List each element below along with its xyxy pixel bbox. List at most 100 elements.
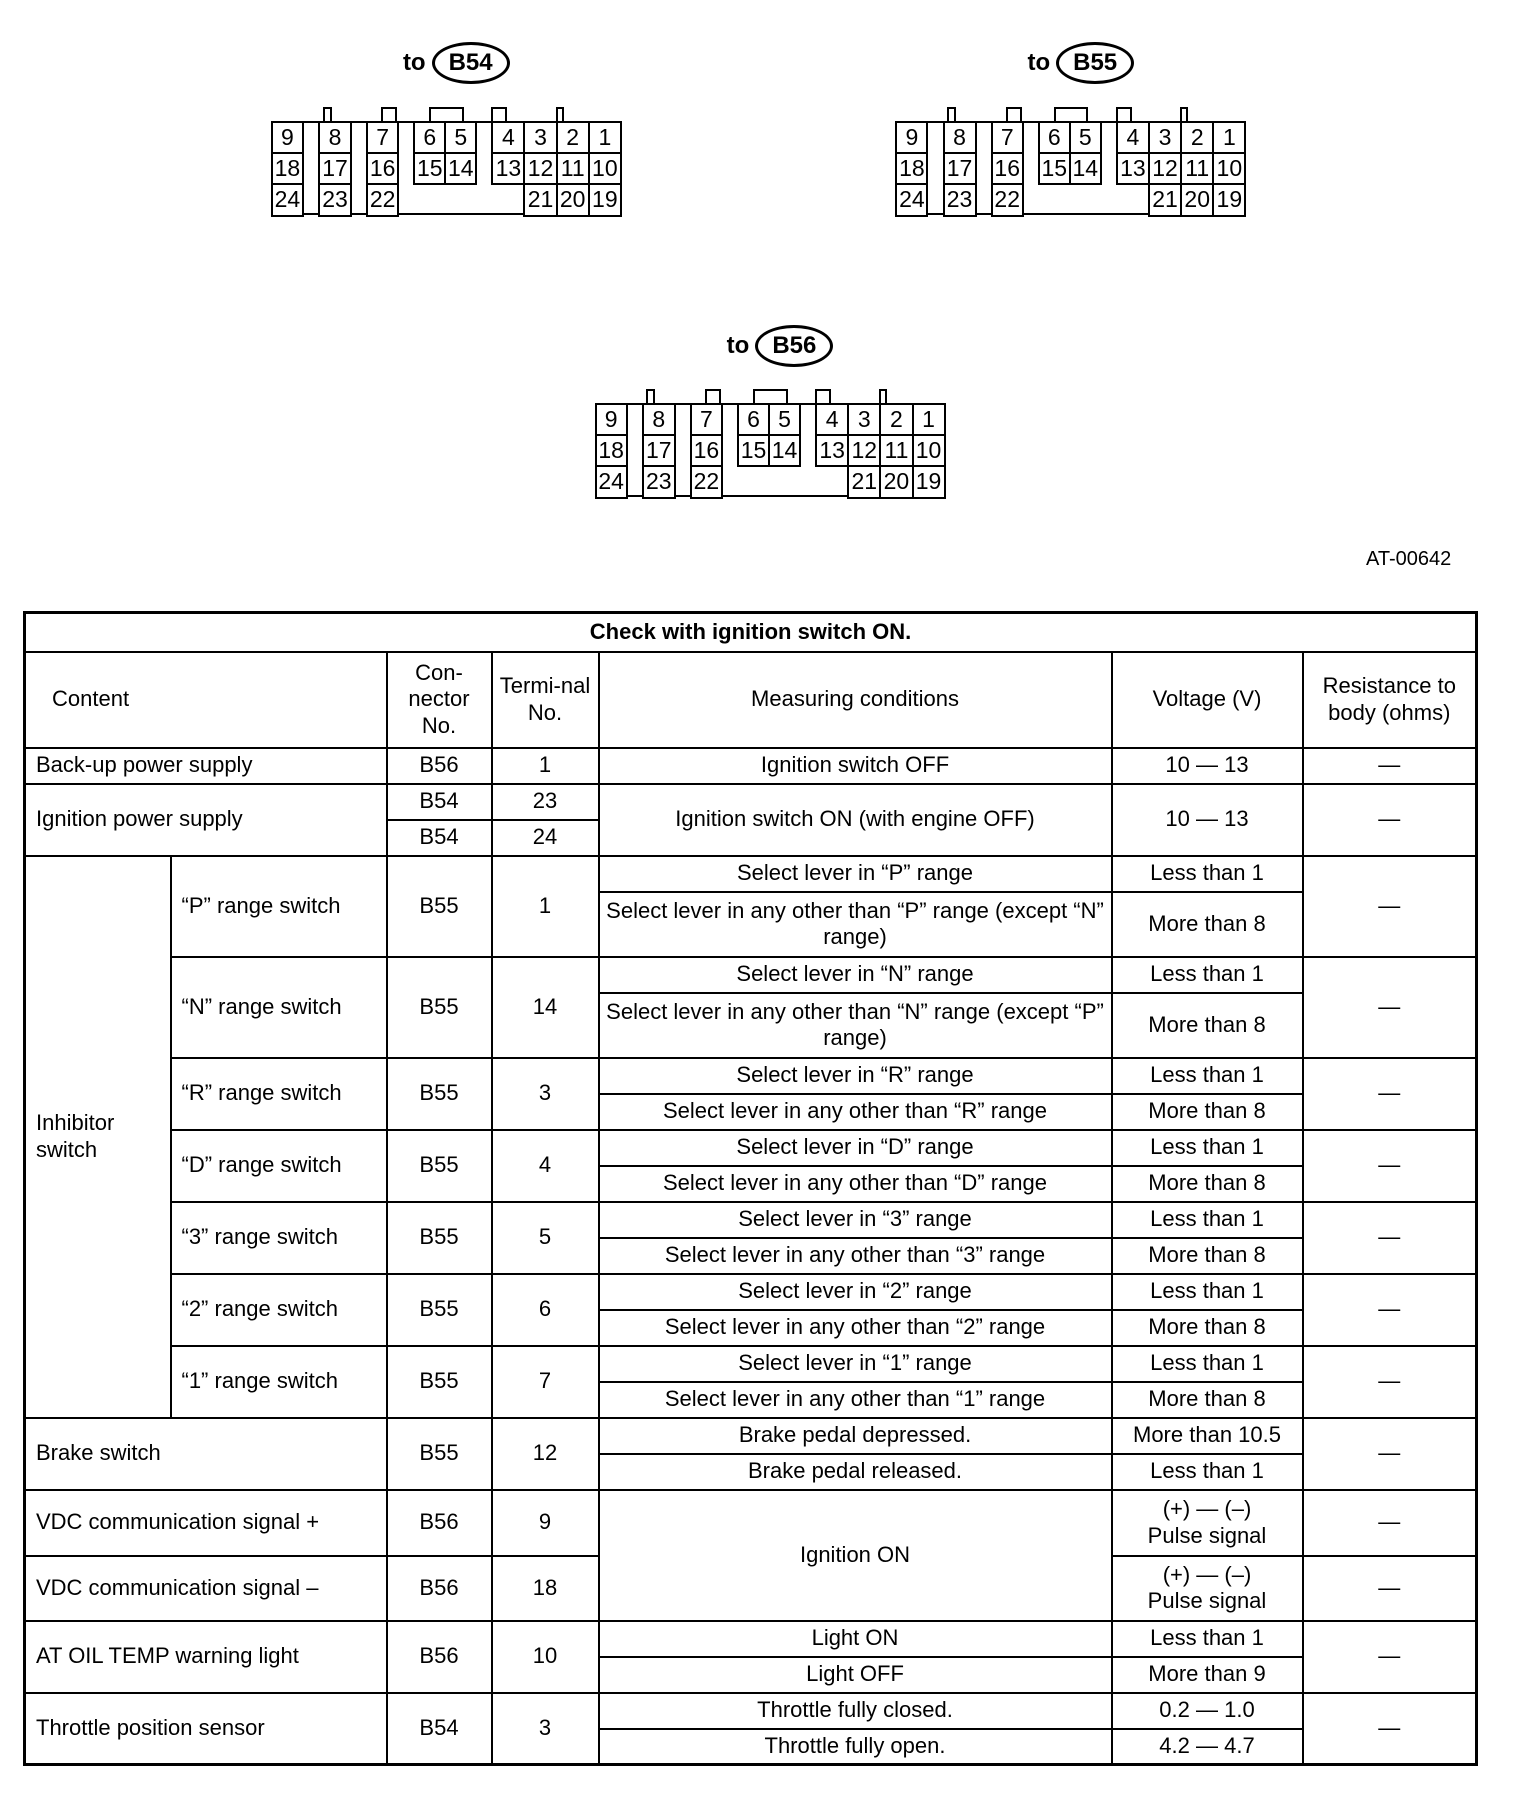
terminal-7: 7 xyxy=(990,120,1024,154)
resistance-cell: — xyxy=(1301,1619,1478,1694)
condition-cell: Select lever in any other than “N” range… xyxy=(597,991,1113,1059)
connector-cell: B55 xyxy=(385,854,493,958)
connector-cell: B55 xyxy=(385,1128,493,1203)
table-title: Check with ignition switch ON. xyxy=(23,611,1478,653)
terminal-cell: 18 xyxy=(490,1554,600,1622)
table-row: B54 24 xyxy=(25,818,1477,857)
voltage-cell: More than 8 xyxy=(1110,991,1304,1059)
resistance-cell: — xyxy=(1301,1554,1478,1622)
connector-cell: B55 xyxy=(385,1416,493,1491)
terminal-23: 23 xyxy=(317,182,353,217)
table-row: Brake switch B55 12 Brake pedal depressed. M… xyxy=(23,1416,1478,1491)
terminal-19: 19 xyxy=(587,182,622,217)
table-row: Select lever in any other than “N” range… xyxy=(25,991,1477,1059)
terminal-cell: 12 xyxy=(490,1416,600,1491)
connector-cell: B56 xyxy=(385,746,493,785)
condition-cell: Ignition switch OFF xyxy=(597,746,1113,785)
table-row: AT OIL TEMP warning light B56 10 Light ON Le… xyxy=(23,1619,1478,1694)
voltage-cell: 0.2 — 1.0 xyxy=(1110,1691,1304,1730)
voltage-cell: More than 8 xyxy=(1110,1164,1304,1203)
inhibitor-switch-label: Inhibitor switch xyxy=(23,854,172,1419)
connector-cell: B54 xyxy=(385,782,493,821)
connector-b55: 9 8 7 6 5 4 3 2 1 18 17 16 15 14 13 12 11 10 24 23 22 21 20 19 xyxy=(895,106,1247,217)
terminal-23: 23 xyxy=(942,182,977,217)
table-row: VDC communication signal – B56 18 (+) — (–)… xyxy=(23,1554,1478,1622)
resistance-cell: — xyxy=(1301,1272,1478,1347)
table-row: Inhibitor switch “P” range switch B55 1 Sele… xyxy=(23,854,1478,1419)
voltage-cell: More than 8 xyxy=(1110,890,1304,958)
content-cell: “P” range switch xyxy=(169,854,388,958)
terminal-23: 23 xyxy=(641,464,676,500)
condition-cell: Ignition ON xyxy=(597,1488,1113,1622)
connector-cell: B56 xyxy=(385,1488,493,1557)
resistance-cell: — xyxy=(1301,746,1478,785)
connector-cell: B56 xyxy=(385,1619,493,1694)
connector-lock-tab xyxy=(753,389,788,403)
voltage-cell: More than 8 xyxy=(1110,1380,1304,1419)
condition-cell: Light ON xyxy=(597,1619,1113,1658)
terminal-8: 8 xyxy=(641,402,676,436)
terminal-18: 18 xyxy=(594,433,628,467)
resistance-cell: — xyxy=(1301,955,1478,1059)
condition-cell: Select lever in “3” range xyxy=(597,1200,1113,1239)
terminal-19: 19 xyxy=(911,464,946,500)
terminal-5: 5 xyxy=(1068,120,1102,154)
connector-label-b56: to B56 xyxy=(726,324,834,367)
terminal-cell: 5 xyxy=(490,1200,600,1275)
terminal-22: 22 xyxy=(990,182,1024,217)
terminal-5: 5 xyxy=(768,402,801,436)
condition-cell: Throttle fully closed. xyxy=(597,1691,1113,1730)
connector-prefix: to xyxy=(726,331,750,359)
connector-lock-tab xyxy=(646,389,656,403)
condition-cell: Select lever in any other than “R” range xyxy=(597,1092,1113,1131)
resistance-cell: — xyxy=(1301,782,1478,857)
resistance-cell: — xyxy=(1301,1200,1478,1275)
terminal-cell: 7 xyxy=(490,1344,600,1419)
table-row: Ignition power supply B54 23 Ignition switc… xyxy=(23,782,1478,857)
terminal-cell: 14 xyxy=(490,955,600,1059)
terminal-18: 18 xyxy=(895,151,929,185)
terminal-check-table: Check with ignition switch ON. Content C… xyxy=(23,611,1479,1766)
table-row: Select lever in any other than “R” range… xyxy=(25,1092,1477,1131)
terminal-4: 4 xyxy=(815,402,850,436)
terminal-14: 14 xyxy=(444,151,478,185)
condition-cell: Select lever in “2” range xyxy=(597,1272,1113,1311)
terminal-7: 7 xyxy=(366,120,400,154)
connector-prefix: to xyxy=(1027,49,1051,77)
terminal-17: 17 xyxy=(317,151,353,185)
table-row: Select lever in any other than “1” range… xyxy=(25,1380,1477,1419)
voltage-cell: More than 10.5 xyxy=(1110,1416,1304,1455)
terminal-2: 2 xyxy=(879,402,914,436)
connector-lock-tab xyxy=(1115,106,1132,121)
terminal-19: 19 xyxy=(1212,182,1247,217)
terminal-cell: 4 xyxy=(490,1128,600,1203)
connector-b54: 9 8 7 6 5 4 3 2 1 18 17 16 15 14 13 12 11 10 24 23 22 21 20 19 xyxy=(270,106,622,217)
connector-lock-tab xyxy=(947,106,957,121)
table-row: Select lever in any other than “D” range… xyxy=(25,1164,1477,1203)
terminal-cell: 6 xyxy=(490,1272,600,1347)
terminal-18: 18 xyxy=(270,151,304,185)
terminal-1: 1 xyxy=(587,120,622,154)
terminal-cell: 24 xyxy=(490,818,600,857)
terminal-cell: 3 xyxy=(490,1691,600,1766)
terminal-5: 5 xyxy=(444,120,478,154)
figure-id: AT-00642 xyxy=(1366,548,1452,570)
header-conditions: Measuring conditions xyxy=(597,650,1113,749)
condition-cell: Select lever in “1” range xyxy=(597,1344,1113,1383)
terminal-21: 21 xyxy=(523,182,558,217)
terminal-21: 21 xyxy=(1147,182,1183,217)
table-row: Back-up power supply B56 1 Ignition switch … xyxy=(23,746,1478,785)
terminal-cell: 9 xyxy=(490,1488,600,1557)
content-cell: “3” range switch xyxy=(169,1200,388,1275)
terminal-16: 16 xyxy=(689,433,723,467)
voltage-cell: Less than 1 xyxy=(1110,955,1304,994)
terminal-17: 17 xyxy=(641,433,676,467)
voltage-cell: More than 9 xyxy=(1110,1655,1304,1694)
connector-cell: B55 xyxy=(385,955,493,1059)
table-row: “R” range switch B55 3 Select lever in “R” … xyxy=(25,1056,1478,1131)
voltage-cell: (+) — (–) Pulse signal xyxy=(1110,1554,1304,1622)
terminal-12: 12 xyxy=(847,433,882,467)
terminal-6: 6 xyxy=(1037,120,1071,154)
condition-cell: Select lever in “D” range xyxy=(597,1128,1113,1167)
header-terminal: Termi-nal No. xyxy=(490,650,600,749)
